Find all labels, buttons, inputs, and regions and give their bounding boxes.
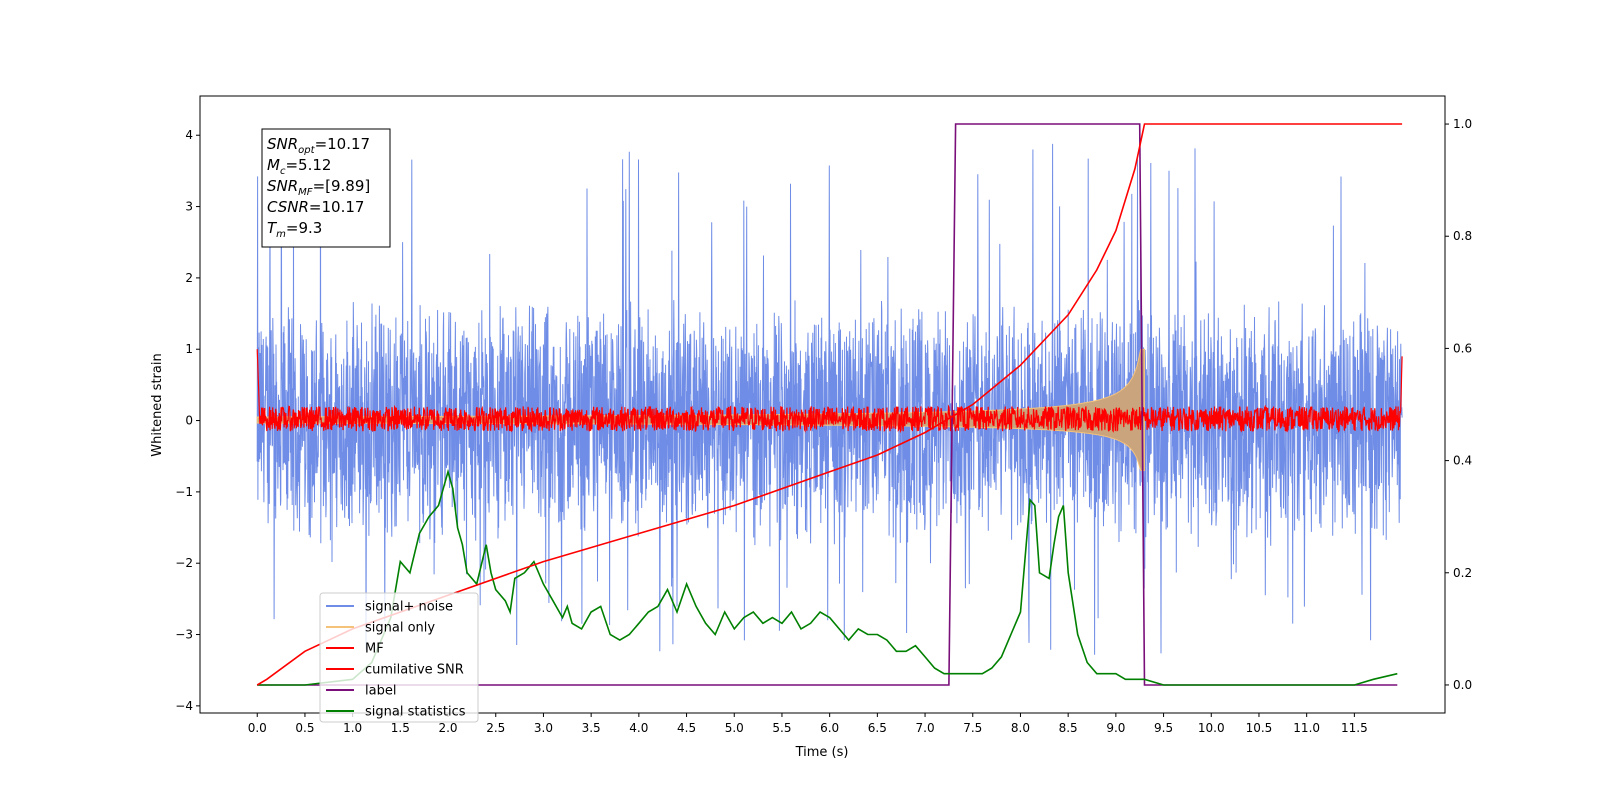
x-tick-label: 11.5 <box>1341 721 1368 735</box>
info-symbol: T <box>267 219 278 237</box>
x-tick-label: 6.0 <box>820 721 839 735</box>
y-tick-label: 4 <box>185 128 193 142</box>
x-tick-label: 9.0 <box>1106 721 1125 735</box>
y-tick-label: 0 <box>185 414 193 428</box>
x-tick-label: 4.0 <box>629 721 648 735</box>
legend-entry: cumilative SNR <box>365 663 464 678</box>
series-signal-noise-line <box>256 139 1403 655</box>
x-tick-label: 4.5 <box>677 721 696 735</box>
legend-entry: signal statistics <box>365 705 466 720</box>
x-tick-label: 9.5 <box>1154 721 1173 735</box>
info-line: SNRMF=[9.89] <box>267 177 370 198</box>
x-tick-label: 2.0 <box>438 721 457 735</box>
info-value: =10.17 <box>315 135 371 153</box>
y-tick-label: 3 <box>185 200 193 214</box>
info-symbol: SNR <box>267 177 298 195</box>
info-box: SNRopt=10.17Mc=5.12SNRMF=[9.89]CSNR=10.1… <box>261 128 391 248</box>
x-tick-label: 11.0 <box>1293 721 1320 735</box>
x-tick-label: 10.0 <box>1198 721 1225 735</box>
info-symbol: CSNR <box>267 198 309 216</box>
y2-tick-label: 0.8 <box>1453 229 1472 243</box>
info-line: Mc=5.12 <box>267 156 331 177</box>
series-signal-statistics-line <box>257 468 1398 686</box>
x-tick-label: 5.0 <box>725 721 744 735</box>
y2-tick-label: 0.0 <box>1453 678 1472 692</box>
x-tick-label: 0.5 <box>295 721 314 735</box>
legend: signal+ noise signal only MF cumilative SNR… <box>319 592 479 723</box>
x-tick-label: 0.0 <box>248 721 267 735</box>
info-value: =10.17 <box>309 198 365 216</box>
info-line: Tm=9.3 <box>267 219 322 240</box>
legend-entry: signal+ noise <box>365 600 453 615</box>
y2-tick-label: 0.2 <box>1453 566 1472 580</box>
legend-frame <box>319 592 479 723</box>
x-tick-label: 7.0 <box>916 721 935 735</box>
y-axis-right: 1.0 0.8 0.6 0.4 0.2 0.0 <box>1445 117 1472 692</box>
y2-tick-label: 1.0 <box>1453 117 1472 131</box>
x-tick-label: 7.5 <box>963 721 982 735</box>
x-axis: 0.0 0.5 1.0 1.5 2.0 2.5 3.0 3.5 4.0 4.5 5.0 5.5 6.0 6… <box>248 713 1368 735</box>
legend-entry: label <box>365 684 396 699</box>
info-line: CSNR=10.17 <box>267 198 364 216</box>
y2-tick-label: 0.4 <box>1453 454 1472 468</box>
info-value: =[9.89] <box>313 177 371 195</box>
x-tick-label: 1.5 <box>391 721 410 735</box>
y-axis-left: 4 3 2 1 0 −1 −2 −3 −4 <box>175 128 200 713</box>
x-tick-label: 3.5 <box>582 721 601 735</box>
y-tick-label: −3 <box>175 628 193 642</box>
y-tick-label: −2 <box>175 556 193 570</box>
x-tick-label: 8.0 <box>1011 721 1030 735</box>
axes-frame <box>199 95 1446 714</box>
info-subscript: MF <box>298 187 313 198</box>
legend-entry: signal only <box>365 621 435 636</box>
x-tick-label: 6.5 <box>868 721 887 735</box>
y-tick-label: −1 <box>175 485 193 499</box>
series-mf-line <box>256 349 1403 434</box>
info-symbol: SNR <box>267 135 298 153</box>
legend-entry: MF <box>365 642 384 657</box>
info-value: =5.12 <box>285 156 331 174</box>
x-tick-label: 5.5 <box>772 721 791 735</box>
info-value: =9.3 <box>286 219 322 237</box>
y-axis-label: Whitened strain <box>150 353 165 456</box>
x-tick-label: 2.5 <box>486 721 505 735</box>
info-symbol: M <box>267 156 280 174</box>
info-subscript: opt <box>298 145 315 156</box>
y-tick-label: 2 <box>185 271 193 285</box>
info-line: SNRopt=10.17 <box>267 135 370 156</box>
x-tick-label: 8.5 <box>1059 721 1078 735</box>
y-tick-label: −4 <box>175 699 193 713</box>
y2-tick-label: 0.6 <box>1453 341 1472 355</box>
x-axis-label: Time (s) <box>795 745 849 760</box>
x-tick-label: 1.0 <box>343 721 362 735</box>
info-box-frame <box>261 128 391 248</box>
y-tick-label: 1 <box>185 342 193 356</box>
x-tick-label: 3.0 <box>534 721 553 735</box>
info-subscript: m <box>276 229 286 240</box>
info-subscript: c <box>280 166 286 177</box>
x-tick-label: 10.5 <box>1246 721 1273 735</box>
